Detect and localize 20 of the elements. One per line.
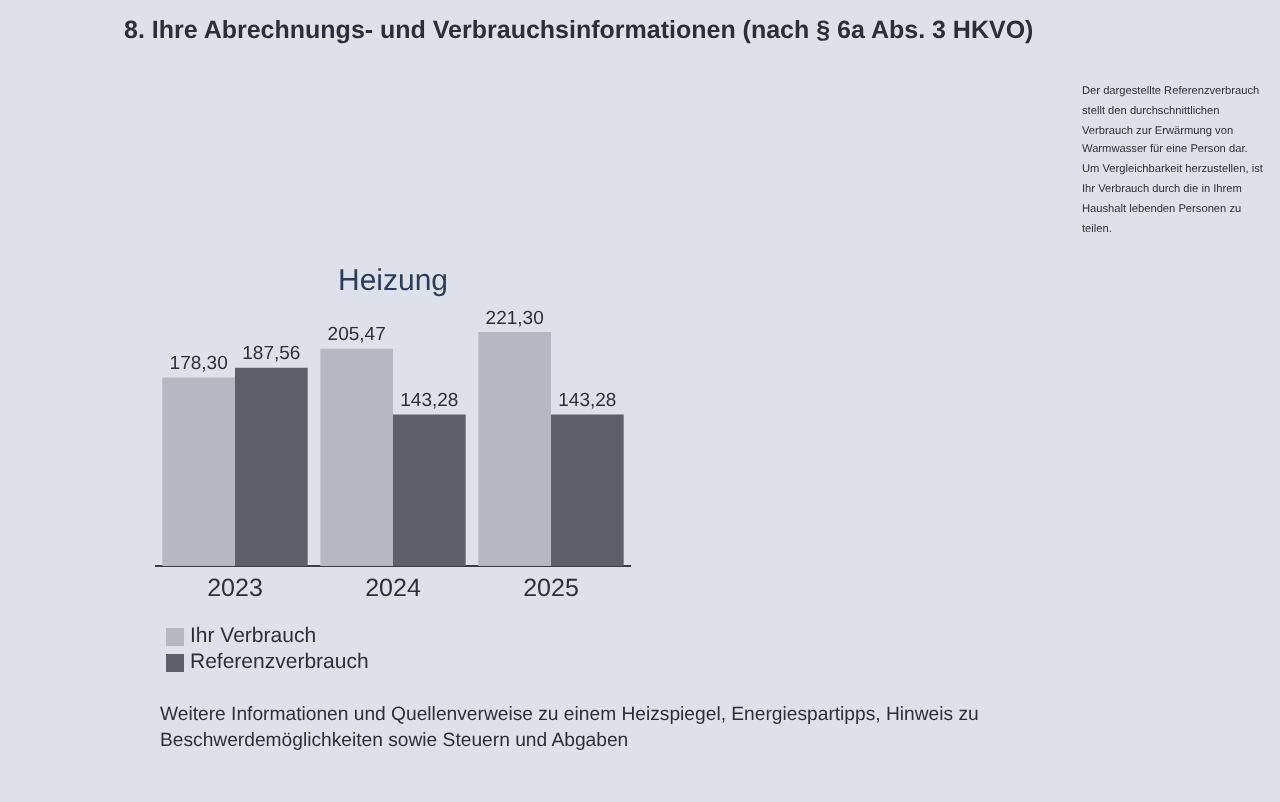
bar: [551, 414, 624, 566]
bar: [393, 414, 466, 566]
chart-title: 8. Ihre Abrechnungs- und Verbrauchsinformationen (nach § 6a Abs. 3 HKVO): [124, 16, 1034, 44]
bar: [478, 332, 551, 566]
bar: [235, 367, 308, 566]
x-tick-label: 2025: [523, 573, 579, 602]
data-label: 205,47: [327, 324, 386, 347]
data-label: 143,28: [558, 390, 617, 413]
legend-label: Referenzverbrauch: [190, 650, 369, 676]
data-label: 221,30: [485, 307, 544, 330]
x-tick-label: 2024: [365, 573, 421, 602]
text: Weitere Informationen und Quellenverweise zu einem Heizspiegel, Energiespartipps, Hinweis zu Beschwerdemöglichkeiten sowie Steuern und Abgaben: [160, 702, 981, 754]
data-label: 187,56: [242, 343, 301, 366]
data-label: 143,28: [400, 390, 459, 413]
bar: [162, 377, 235, 566]
chart-subtitle: Heizung: [337, 264, 449, 299]
data-label: 178,30: [169, 353, 228, 376]
legend-label: Ihr Verbrauch: [190, 624, 317, 650]
bar: [320, 348, 393, 566]
x-tick-label: 2023: [207, 573, 263, 602]
